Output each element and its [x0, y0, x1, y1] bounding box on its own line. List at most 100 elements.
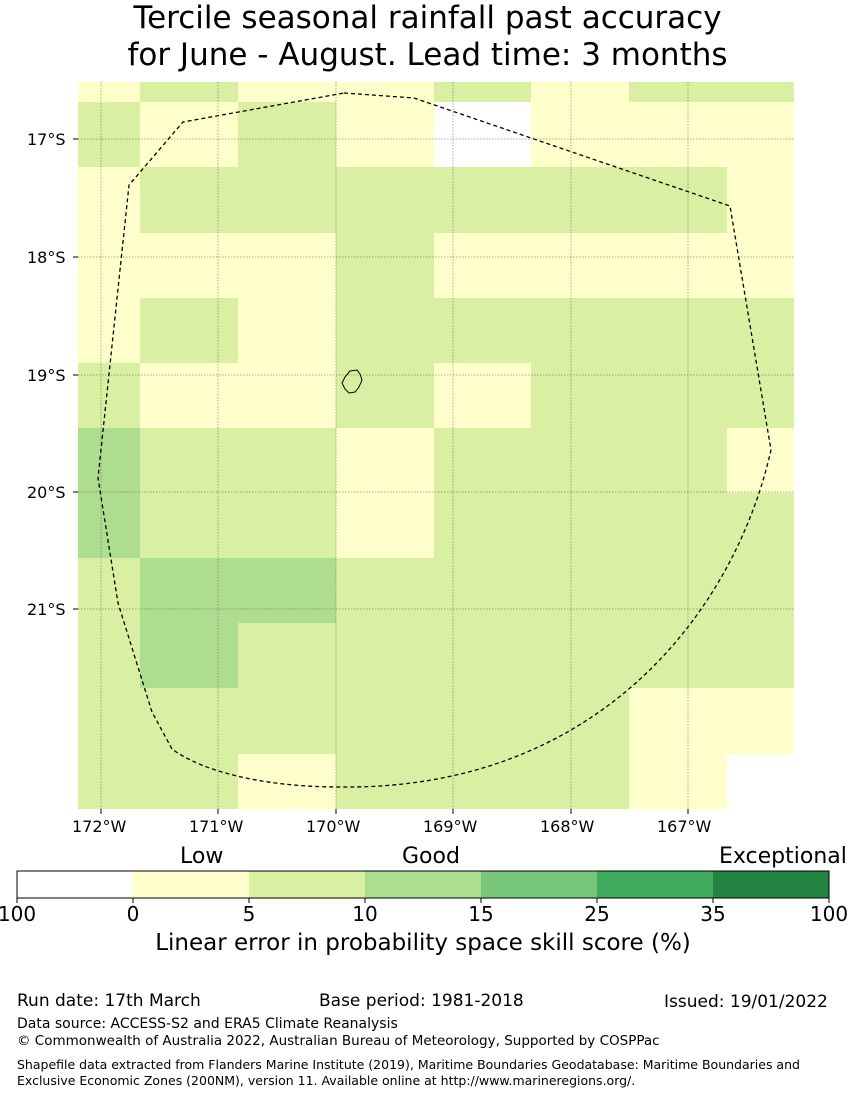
- skill-cell: [434, 558, 531, 623]
- skill-cell: [336, 363, 434, 428]
- skill-cell: [336, 558, 434, 623]
- skill-cell: [140, 428, 238, 493]
- skill-cell: [140, 558, 238, 623]
- colorbar-swatch: [365, 871, 481, 898]
- skill-cell: [336, 754, 434, 809]
- skill-cell: [629, 167, 727, 233]
- skill-cell: [434, 167, 531, 233]
- skill-cell: [78, 754, 140, 809]
- lat-label: 18°S: [27, 248, 66, 267]
- skill-cell: [531, 688, 629, 754]
- skill-cell: [629, 493, 727, 558]
- colorbar-title: Linear error in probability space skill …: [155, 930, 691, 956]
- colorbar: [16, 870, 830, 903]
- colorbar-tick: 10: [352, 902, 378, 926]
- skill-cell: [140, 167, 238, 233]
- skill-cell: [434, 493, 531, 558]
- skill-cell: [336, 493, 434, 558]
- skill-cell: [629, 558, 727, 623]
- skill-cell: [434, 428, 531, 493]
- colorbar-tick: 25: [584, 902, 610, 926]
- skill-cell: [140, 102, 238, 167]
- skill-cell: [727, 102, 794, 167]
- skill-cell: [434, 688, 531, 754]
- skill-cell: [336, 102, 434, 167]
- skill-cell: [140, 298, 238, 363]
- skill-cell: [336, 623, 434, 688]
- skill-cell: [434, 363, 531, 428]
- skill-cell: [531, 623, 629, 688]
- skill-cell: [140, 493, 238, 558]
- skill-cell: [531, 493, 629, 558]
- skill-cell: [434, 754, 531, 809]
- skill-cell: [238, 493, 336, 558]
- skill-cell: [531, 102, 629, 167]
- skill-cell: [78, 233, 140, 298]
- skill-cell: [727, 363, 794, 428]
- skill-cell: [238, 428, 336, 493]
- island-outline: [341, 369, 363, 394]
- skill-cell: [78, 688, 140, 754]
- colorbar-tick: 100: [809, 902, 849, 926]
- category-exceptional: Exceptional: [719, 844, 847, 869]
- lon-label: 170°W: [306, 817, 361, 836]
- colorbar-swatch: [713, 871, 829, 898]
- skill-cell: [531, 558, 629, 623]
- skill-cell: [629, 754, 727, 809]
- lat-label: 20°S: [27, 483, 66, 502]
- colorbar-tick: 5: [242, 902, 256, 926]
- skill-cell: [238, 558, 336, 623]
- copyright: © Commonwealth of Australia 2022, Austra…: [17, 1033, 660, 1049]
- colorbar-swatch: [17, 871, 133, 898]
- skill-cell: [336, 298, 434, 363]
- skill-cell: [629, 298, 727, 363]
- skill-cell: [531, 167, 629, 233]
- lat-label: 19°S: [27, 366, 66, 385]
- skill-cell: [78, 623, 140, 688]
- skill-cell: [434, 102, 531, 167]
- skill-cell: [140, 233, 238, 298]
- skill-cell: [629, 233, 727, 298]
- skill-cell: [78, 428, 140, 493]
- lat-label: 21°S: [27, 600, 66, 619]
- skill-cell: [434, 623, 531, 688]
- skill-cell: [434, 82, 531, 102]
- skill-cell: [434, 233, 531, 298]
- skill-cell: [531, 754, 629, 809]
- skill-cell: [727, 493, 794, 558]
- lon-label: 168°W: [540, 817, 595, 836]
- skill-cell: [238, 754, 336, 809]
- skill-cell: [238, 363, 336, 428]
- issued-date: Issued: 19/01/2022: [664, 992, 828, 1012]
- colorbar-tick: 0: [126, 902, 140, 926]
- base-period: Base period: 1981-2018: [319, 991, 524, 1011]
- skill-cell: [140, 623, 238, 688]
- colorbar-tick: 15: [468, 902, 494, 926]
- title-line-2: for June - August. Lead time: 3 months: [127, 37, 728, 73]
- skill-cell: [336, 233, 434, 298]
- skill-cell: [727, 754, 794, 809]
- skill-cell: [336, 167, 434, 233]
- lon-label: 169°W: [423, 817, 478, 836]
- category-good: Good: [402, 844, 460, 869]
- skill-cell: [140, 754, 238, 809]
- title-line-1: Tercile seasonal rainfall past accuracy: [133, 0, 722, 36]
- skill-cell: [727, 623, 794, 688]
- run-date: Run date: 17th March: [17, 991, 201, 1011]
- colorbar-swatch: [249, 871, 365, 898]
- skill-cell: [727, 298, 794, 363]
- colorbar-outline: [16, 870, 830, 899]
- skill-cell: [336, 428, 434, 493]
- skill-cell: [238, 233, 336, 298]
- skill-cell: [629, 82, 794, 102]
- skill-cell: [140, 363, 238, 428]
- category-low: Low: [180, 844, 224, 869]
- lon-label: 171°W: [189, 817, 244, 836]
- skill-cell: [238, 298, 336, 363]
- lon-label: 172°W: [72, 817, 127, 836]
- skill-cell: [434, 298, 531, 363]
- skill-cell: [78, 102, 140, 167]
- skill-cell: [629, 102, 727, 167]
- skill-cell: [140, 688, 238, 754]
